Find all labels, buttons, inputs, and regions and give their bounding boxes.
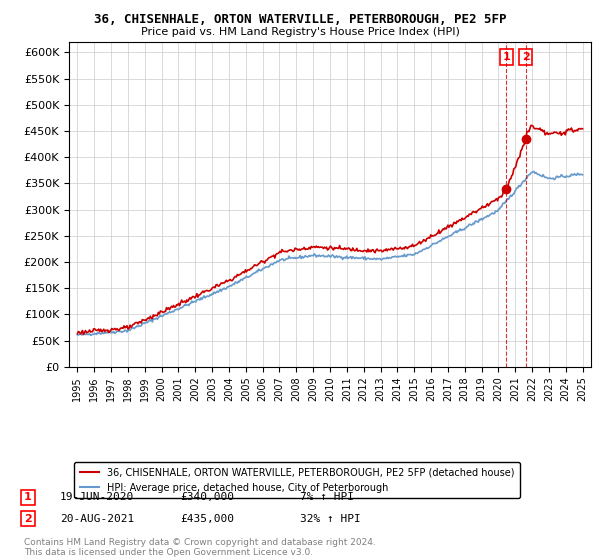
Text: 20-AUG-2021: 20-AUG-2021 [60,514,134,524]
Text: Price paid vs. HM Land Registry's House Price Index (HPI): Price paid vs. HM Land Registry's House … [140,27,460,37]
Text: 1: 1 [502,52,510,62]
Text: 32% ↑ HPI: 32% ↑ HPI [300,514,361,524]
Text: 1: 1 [24,492,32,502]
Text: £435,000: £435,000 [180,514,234,524]
Text: £340,000: £340,000 [180,492,234,502]
Text: 19-JUN-2020: 19-JUN-2020 [60,492,134,502]
Text: 7% ↑ HPI: 7% ↑ HPI [300,492,354,502]
Text: 2: 2 [24,514,32,524]
Text: Contains HM Land Registry data © Crown copyright and database right 2024.
This d: Contains HM Land Registry data © Crown c… [24,538,376,557]
Text: 36, CHISENHALE, ORTON WATERVILLE, PETERBOROUGH, PE2 5FP: 36, CHISENHALE, ORTON WATERVILLE, PETERB… [94,13,506,26]
Legend: 36, CHISENHALE, ORTON WATERVILLE, PETERBOROUGH, PE2 5FP (detached house), HPI: A: 36, CHISENHALE, ORTON WATERVILLE, PETERB… [74,462,520,498]
Text: 2: 2 [522,52,530,62]
